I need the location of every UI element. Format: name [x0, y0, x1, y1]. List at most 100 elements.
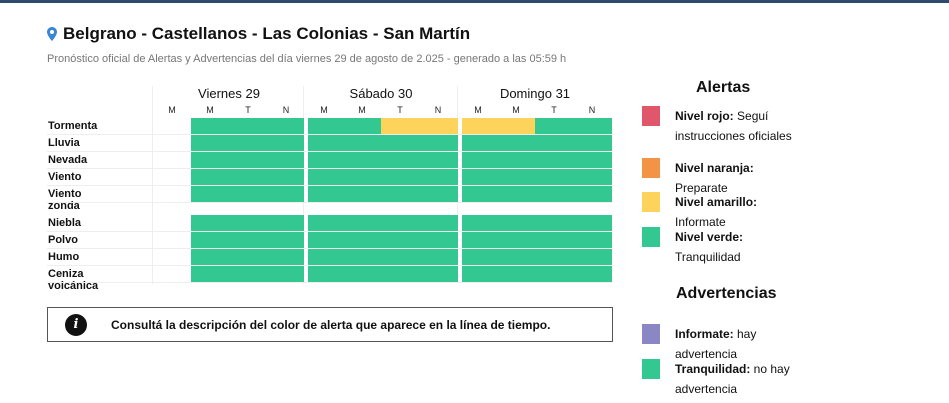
timeline-cell — [573, 266, 612, 282]
location-pin-icon — [47, 27, 57, 41]
day-header: Viernes 29 — [198, 86, 260, 101]
row-divider — [47, 231, 613, 232]
legend-text: Nivel rojo: Seguí instrucciones oficiale… — [675, 109, 792, 143]
legend-alerta-item: Nivel verde: Tranquilidad — [642, 227, 805, 267]
timeline-cell — [191, 232, 229, 248]
timeline-cell — [419, 118, 458, 134]
timeline-cell — [229, 232, 267, 248]
timeline-cell — [497, 215, 535, 231]
timeline-cell — [343, 215, 381, 231]
color-swatch — [642, 324, 660, 344]
timeline-cell — [267, 266, 304, 282]
timeline-cell — [462, 118, 497, 134]
timeline-cell — [573, 232, 612, 248]
timeline-cell — [343, 266, 381, 282]
timeline-cell — [497, 152, 535, 168]
timeline-cell — [191, 152, 229, 168]
timeline-cell — [267, 169, 304, 185]
legend-advertencia-item: Informate: hay advertencia — [642, 324, 805, 364]
timeline-cell — [573, 215, 612, 231]
row-divider — [47, 248, 613, 249]
legend-text: Nivel verde: Tranquilidad — [675, 230, 744, 264]
timeline-cell — [497, 186, 535, 202]
period-label: N — [434, 105, 442, 115]
timeline-cell — [573, 118, 612, 134]
info-icon: i — [65, 313, 87, 336]
timeline-cell — [573, 169, 612, 185]
timeline-cell — [229, 118, 267, 134]
timeline-cell — [419, 249, 458, 265]
row-label: Ceniza volcánica — [48, 268, 99, 292]
advertencias-title: Advertencias — [676, 285, 777, 302]
legend-alerta-item: Nivel rojo: Seguí instrucciones oficiale… — [642, 106, 805, 146]
timeline-cell — [419, 266, 458, 282]
row-divider — [47, 168, 613, 169]
info-text: Consultá la descripción del color de ale… — [111, 317, 551, 332]
page-title: Belgrano - Castellanos - Las Colonias - … — [47, 24, 470, 44]
timeline-cell — [419, 232, 458, 248]
timeline-cell — [419, 169, 458, 185]
row-label: Viento zonda — [48, 188, 82, 212]
legend-text: Nivel naranja: Preparate — [675, 161, 754, 195]
timeline-cell — [191, 215, 229, 231]
period-label: M — [474, 105, 482, 115]
timeline-cell — [267, 215, 304, 231]
timeline-cell — [308, 152, 343, 168]
timeline-cell — [229, 152, 267, 168]
timeline-cell — [462, 169, 497, 185]
alertas-title: Alertas — [696, 79, 751, 96]
timeline-cell — [191, 169, 229, 185]
timeline-cell — [229, 215, 267, 231]
timeline-cell — [229, 135, 267, 151]
row-label: Nevada — [48, 154, 88, 166]
timeline-cell — [535, 215, 573, 231]
timeline-cell — [343, 152, 381, 168]
timeline-cell — [308, 186, 343, 202]
timeline-cell — [343, 249, 381, 265]
timeline-cell — [308, 118, 343, 134]
period-label: T — [551, 105, 557, 115]
timeline-cell — [381, 266, 419, 282]
period-label: N — [588, 105, 596, 115]
timeline-cell — [308, 215, 343, 231]
region-title: Belgrano - Castellanos - Las Colonias - … — [63, 24, 471, 43]
timeline-cell — [497, 169, 535, 185]
timeline-cell — [535, 186, 573, 202]
timeline-cell — [573, 152, 612, 168]
timeline-cell — [308, 169, 343, 185]
color-swatch — [642, 359, 660, 379]
timeline-cell — [381, 186, 419, 202]
row-label: Humo — [48, 251, 80, 263]
timeline-cell — [267, 249, 304, 265]
timeline-cell — [535, 135, 573, 151]
row-label: Niebla — [48, 217, 82, 229]
timeline-cell — [267, 118, 304, 134]
timeline-cell — [308, 266, 343, 282]
period-label: M — [168, 105, 176, 115]
row-divider — [47, 202, 613, 203]
timeline-cell — [381, 169, 419, 185]
period-label: M — [512, 105, 520, 115]
period-label: M — [358, 105, 366, 115]
timeline-cell — [381, 249, 419, 265]
timeline-cell — [535, 249, 573, 265]
subtitle: Pronóstico oficial de Alertas y Adverten… — [47, 53, 567, 65]
timeline-cell — [535, 118, 573, 134]
timeline-cell — [497, 232, 535, 248]
timeline-cell — [267, 186, 304, 202]
row-label: Polvo — [48, 234, 78, 246]
timeline-cell — [308, 232, 343, 248]
timeline-cell — [343, 186, 381, 202]
timeline-cell — [381, 135, 419, 151]
row-divider — [47, 185, 613, 186]
timeline-cell — [462, 232, 497, 248]
period-label: T — [397, 105, 403, 115]
timeline-cell — [497, 266, 535, 282]
timeline-cell — [419, 135, 458, 151]
timeline-cell — [267, 152, 304, 168]
row-label: Lluvia — [48, 137, 80, 149]
timeline-cell — [229, 186, 267, 202]
color-swatch — [642, 227, 660, 247]
row-divider — [47, 151, 613, 152]
period-label: T — [245, 105, 251, 115]
